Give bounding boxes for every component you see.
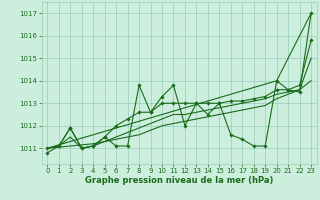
X-axis label: Graphe pression niveau de la mer (hPa): Graphe pression niveau de la mer (hPa) [85, 176, 273, 185]
